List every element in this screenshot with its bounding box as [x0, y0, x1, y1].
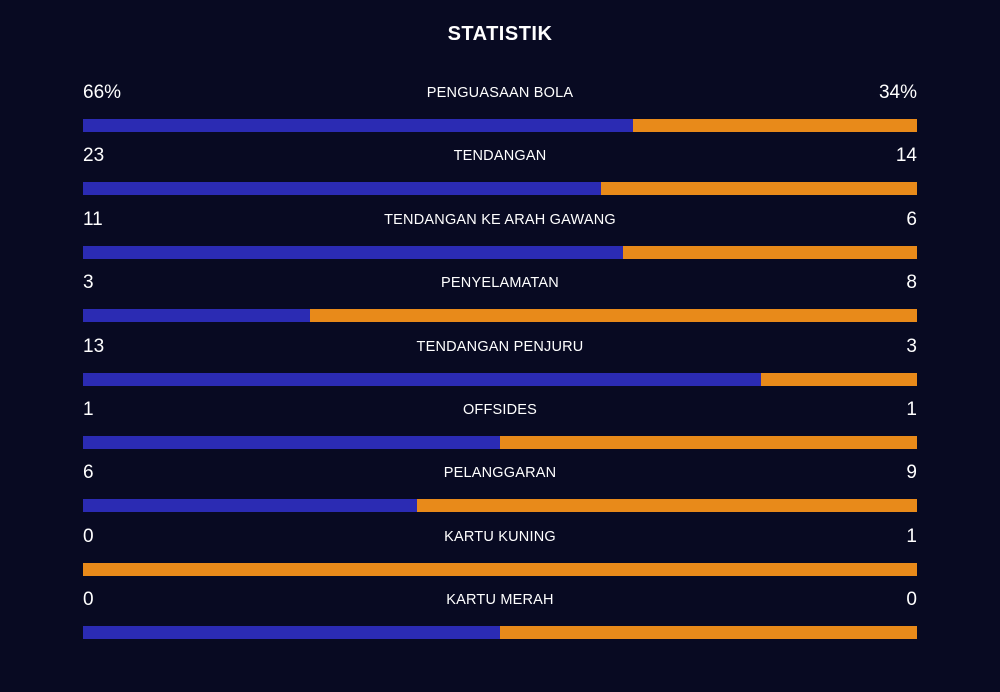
- home-bar-fill: [83, 245, 623, 259]
- comparison-bar: [83, 499, 917, 513]
- stat-row-shots-on-target: 11 TENDANGAN KE ARAH GAWANG 6: [83, 207, 917, 270]
- home-value: 6: [83, 462, 94, 484]
- away-value: 14: [895, 145, 917, 167]
- comparison-bar: [83, 562, 917, 576]
- home-bar-fill: [83, 499, 417, 513]
- stat-row-shots: 23 TENDANGAN 14: [83, 143, 917, 206]
- stat-label: PENYELAMATAN: [441, 275, 559, 292]
- home-value: 66%: [83, 82, 122, 103]
- comparison-bar: [83, 182, 917, 196]
- stat-label: TENDANGAN PENJURU: [416, 338, 584, 355]
- stat-row-possession: 66% PENGUASAAN BOLA 34%: [83, 80, 917, 143]
- home-value: 1: [83, 398, 94, 420]
- away-bar-fill: [416, 499, 917, 513]
- home-bar-fill: [83, 309, 311, 323]
- comparison-bar: [83, 245, 917, 259]
- stat-label: KARTU MERAH: [446, 592, 554, 609]
- away-bar-fill: [310, 309, 917, 323]
- away-value: 1: [906, 398, 917, 420]
- stat-row-fouls: 6 PELANGGARAN 9: [83, 460, 917, 523]
- home-value: 3: [83, 272, 94, 294]
- comparison-bar: [83, 309, 917, 323]
- home-value: 13: [83, 335, 105, 357]
- stat-row-offsides: 1 OFFSIDES 1: [83, 397, 917, 460]
- comparison-bar: [83, 435, 917, 449]
- stat-label: TENDANGAN: [453, 148, 547, 165]
- comparison-bar: [83, 626, 917, 640]
- home-value: 11: [83, 208, 103, 230]
- away-bar-fill: [760, 372, 917, 386]
- away-bar-fill: [500, 435, 917, 449]
- away-bar-fill: [633, 119, 917, 132]
- home-bar-fill: [83, 626, 500, 640]
- stat-label: PELANGGARAN: [443, 465, 557, 482]
- stats-title: STATISTIK: [447, 23, 553, 45]
- home-bar-fill: [83, 435, 500, 449]
- stat-label: TENDANGAN KE ARAH GAWANG: [384, 211, 616, 228]
- away-bar-fill: [500, 626, 917, 640]
- home-bar-fill: [83, 182, 602, 196]
- comparison-bar: [83, 119, 917, 132]
- stats-list: 66% PENGUASAAN BOLA 34% 23 TENDANGAN 14 …: [83, 80, 917, 651]
- stat-row-corners: 13 TENDANGAN PENJURU 3: [83, 334, 917, 397]
- home-value: 0: [83, 525, 94, 547]
- away-value: 9: [906, 462, 917, 484]
- away-bar-fill: [83, 562, 917, 576]
- away-value: 6: [906, 208, 917, 230]
- home-bar-fill: [83, 372, 761, 386]
- home-value: 0: [83, 589, 94, 611]
- away-value: 0: [906, 589, 917, 611]
- away-bar-fill: [622, 245, 917, 259]
- stat-row-red-cards: 0 KARTU MERAH 0: [83, 587, 917, 650]
- home-bar-fill: [83, 119, 634, 132]
- away-value: 34%: [878, 82, 917, 103]
- away-value: 1: [906, 525, 917, 547]
- away-value: 8: [906, 272, 917, 294]
- stat-row-yellow-cards: 0 KARTU KUNING 1: [83, 524, 917, 587]
- stat-label: OFFSIDES: [462, 401, 538, 418]
- stat-row-saves: 3 PENYELAMATAN 8: [83, 270, 917, 333]
- stat-label: KARTU KUNING: [444, 528, 556, 545]
- away-value: 3: [906, 335, 917, 357]
- stat-label: PENGUASAAN BOLA: [426, 85, 574, 101]
- away-bar-fill: [601, 182, 917, 196]
- comparison-bar: [83, 372, 917, 386]
- home-value: 23: [83, 145, 105, 167]
